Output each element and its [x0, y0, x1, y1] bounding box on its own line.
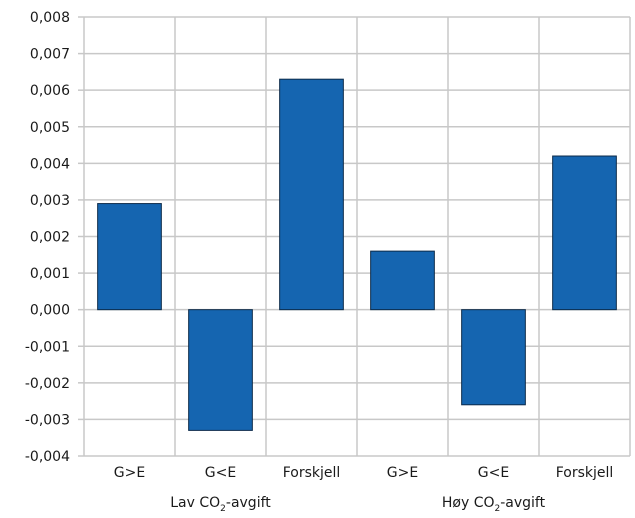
x-tick-label: G>E	[387, 465, 418, 481]
group-label: Lav CO2-avgift	[170, 495, 271, 514]
bar-2	[279, 78, 344, 311]
y-tick-label: -0,003	[25, 412, 70, 428]
y-tick-label: -0,001	[25, 339, 70, 355]
y-tick-label: 0,002	[30, 230, 70, 246]
bar-5	[552, 155, 617, 311]
x-tick-label: G<E	[205, 465, 236, 481]
bar-3	[370, 250, 435, 311]
y-tick-label: 0,003	[30, 193, 70, 209]
bar-1	[188, 309, 253, 431]
grid-lines	[78, 16, 631, 457]
y-tick-label: 0,005	[30, 120, 70, 136]
x-axis-tick-labels: G>E G<E Forskjell G>E G<E Forskjell	[114, 465, 614, 481]
group-label: Høy CO2-avgift	[442, 495, 546, 514]
y-tick-label: -0,004	[25, 449, 70, 465]
y-tick-label: 0,000	[30, 303, 70, 319]
bar-4	[461, 309, 526, 406]
x-axis-group-labels: Lav CO2-avgift Høy CO2-avgift	[170, 495, 545, 514]
x-tick-label: Forskjell	[556, 465, 614, 481]
x-tick-label: G<E	[478, 465, 509, 481]
y-tick-label: -0,002	[25, 376, 70, 392]
y-tick-label: 0,007	[30, 47, 70, 63]
y-tick-label: 0,004	[30, 156, 70, 172]
y-tick-label: 0,008	[30, 10, 70, 26]
bar-0	[97, 203, 162, 311]
x-tick-label: Forskjell	[283, 465, 341, 481]
y-tick-label: 0,001	[30, 266, 70, 282]
x-tick-label: G>E	[114, 465, 145, 481]
y-tick-label: 0,006	[30, 83, 70, 99]
bars	[97, 78, 617, 431]
y-axis-tick-labels: 0,008 0,007 0,006 0,005 0,004 0,003 0,002 0,001…	[25, 10, 70, 465]
